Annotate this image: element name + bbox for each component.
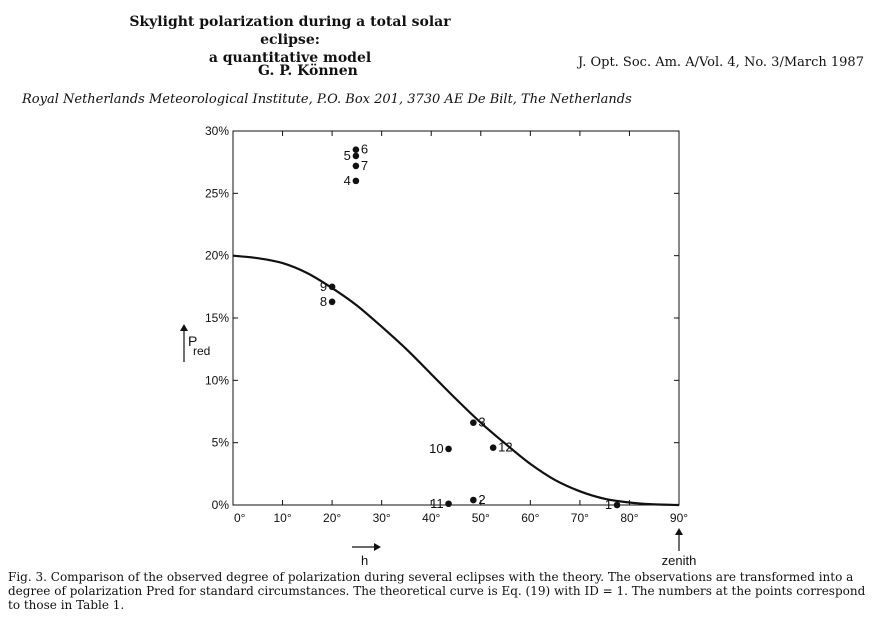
x-tick-label: 40° <box>422 511 440 525</box>
y-tick-label: 20% <box>205 249 229 263</box>
y-tick-label: 30% <box>205 124 229 138</box>
x-tick-label: 80° <box>620 511 638 525</box>
data-point-label: 10 <box>429 441 443 456</box>
x-axis-label: h <box>352 543 381 568</box>
data-point-label: 4 <box>344 173 351 188</box>
data-point-3 <box>470 419 477 427</box>
curve-layer <box>232 254 680 507</box>
data-point-label: 2 <box>478 492 485 507</box>
data-point-label: 11 <box>430 496 444 511</box>
data-point-4 <box>352 177 360 185</box>
plot-frame <box>232 130 680 506</box>
data-point-7 <box>352 162 360 170</box>
title-line-2: a quantitative model <box>208 50 372 66</box>
title-line-1: Skylight polarization during a total sol… <box>129 14 451 48</box>
x-tick-label: 50° <box>472 511 490 525</box>
data-point-10 <box>445 445 452 453</box>
data-point-label: 9 <box>320 279 327 294</box>
data-point-5 <box>352 152 360 160</box>
y-tick-label: 5% <box>212 436 230 450</box>
figure-caption: Fig. 3. Comparison of the observed degre… <box>8 570 876 612</box>
data-point-label: 1 <box>605 497 612 512</box>
x-label: h <box>361 553 368 568</box>
journal-reference: J. Opt. Soc. Am. A/Vol. 4, No. 3/March 1… <box>578 55 864 70</box>
zenith-label: zenith <box>662 553 697 568</box>
x-tick-label: 60° <box>521 511 539 525</box>
zenith-marker: zenith <box>662 528 697 568</box>
x-tick-label: 30° <box>373 511 391 525</box>
y-tick-label: 25% <box>205 186 229 200</box>
x-tick-label: 20° <box>323 511 341 525</box>
x-tick-label: 10° <box>273 511 291 525</box>
data-point-8 <box>328 298 336 306</box>
data-point-label: 5 <box>344 148 351 163</box>
data-point-label: 3 <box>478 415 485 430</box>
caption-figure-number: Fig. 3. <box>8 570 47 584</box>
theory-curve <box>232 254 680 507</box>
paper-title: Skylight polarization during a total sol… <box>110 13 470 67</box>
data-point-11 <box>445 500 452 508</box>
affiliation: Royal Netherlands Meteorological Institu… <box>22 92 632 107</box>
axis-ticks: 0° 10° 20° 30° 40° 50° 60° 70° 80° 90° 0% 5% 10% 15% 2… <box>205 124 688 525</box>
data-point-label: 6 <box>361 142 368 157</box>
caption-text: Comparison of the observed degree of pol… <box>8 570 866 612</box>
y-tick-label: 0% <box>212 498 230 512</box>
data-point-2 <box>470 496 477 504</box>
x-tick-label: 90° <box>670 511 688 525</box>
y-tick-label: 15% <box>205 311 229 325</box>
data-point-label: 8 <box>320 294 327 309</box>
x-tick-label: 70° <box>571 511 589 525</box>
y-axis-label: P red <box>180 324 210 362</box>
y-tick-label: 10% <box>205 373 229 387</box>
x-tick-label: 0° <box>234 511 246 525</box>
y-label-main: P <box>188 333 197 349</box>
author: G. P. Können <box>258 63 358 79</box>
data-point-9 <box>328 283 336 291</box>
data-point-label: 12 <box>498 440 512 455</box>
data-point-6 <box>352 146 360 153</box>
y-label-sub: red <box>193 344 210 358</box>
data-point-1 <box>613 501 621 509</box>
data-point-12 <box>489 444 497 451</box>
data-point-label: 7 <box>361 158 368 173</box>
